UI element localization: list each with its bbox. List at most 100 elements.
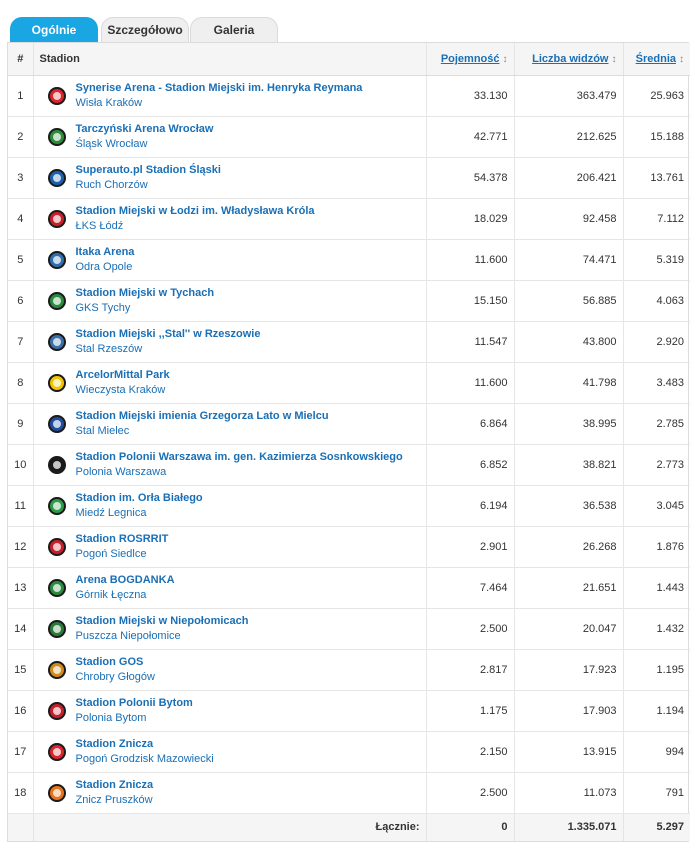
row-number: 6	[8, 280, 34, 322]
footer-total-spectators: 1.335.071	[514, 813, 624, 841]
row-spectators: 11.073	[514, 772, 624, 814]
stadium-link[interactable]: Arena BOGDANKA	[75, 573, 175, 586]
row-average: 3.045	[623, 485, 690, 527]
header-average[interactable]: Średnia ↕	[623, 43, 690, 76]
stadium-link[interactable]: Tarczyński Arena Wrocław	[75, 122, 214, 135]
stadium-link[interactable]: Stadion Znicza	[75, 778, 154, 791]
sort-average-link[interactable]: Średnia	[635, 52, 676, 65]
stadium-link[interactable]: Stadion Polonii Bytom	[75, 696, 193, 709]
gornik-leczna-crest-icon	[47, 578, 66, 597]
row-number: 7	[8, 321, 34, 363]
stadium-link[interactable]: Stadion Miejski w Łodzi im. Władysława K…	[75, 204, 315, 217]
row-number: 15	[8, 649, 34, 691]
tab-galeria[interactable]: Galeria	[190, 17, 278, 42]
row-capacity: 2.817	[426, 649, 515, 691]
stadium-link[interactable]: Stadion Miejski w Tychach	[75, 286, 215, 299]
row-stadium-cell: Stadion im. Orła Białego Miedź Legnica	[33, 485, 427, 527]
club-link[interactable]: ŁKS Łódź	[75, 219, 124, 232]
club-link[interactable]: Wieczysta Kraków	[75, 383, 166, 396]
club-link[interactable]: Znicz Pruszków	[75, 793, 153, 806]
row-stadium-cell: Stadion Miejski imienia Grzegorza Lato w…	[33, 403, 427, 445]
table-row: 17 Stadion Znicza Pogoń Grodzisk Mazowieck…	[8, 731, 690, 773]
row-spectators: 17.903	[514, 690, 624, 732]
tab-szczegolowo[interactable]: Szczegółowo	[101, 17, 189, 42]
row-spectators: 20.047	[514, 608, 624, 650]
club-link[interactable]: Pogoń Siedlce	[75, 547, 147, 560]
tab-ogolnie[interactable]: Ogólnie	[10, 17, 98, 42]
row-average: 13.761	[623, 157, 690, 199]
wisla-krakow-crest-icon	[47, 86, 66, 105]
stadium-link[interactable]: Stadion GOS	[75, 655, 144, 668]
row-spectators: 36.538	[514, 485, 624, 527]
row-capacity: 1.175	[426, 690, 515, 732]
row-stadium-cell: Synerise Arena - Stadion Miejski im. Hen…	[33, 75, 427, 117]
pogon-siedlce-crest-icon	[47, 537, 66, 556]
sort-spectators-link[interactable]: Liczba widzów	[532, 52, 609, 65]
table-row: 5 Itaka Arena Odra Opole 11.600 74.471 5.319	[8, 239, 690, 281]
row-average: 25.963	[623, 75, 690, 117]
club-link[interactable]: Pogoń Grodzisk Mazowiecki	[75, 752, 214, 765]
row-average: 1.194	[623, 690, 690, 732]
table-row: 2 Tarczyński Arena Wrocław Śląsk Wrocław 42…	[8, 116, 690, 158]
table-row: 4 Stadion Miejski w Łodzi im. Władysława …	[8, 198, 690, 240]
row-number: 5	[8, 239, 34, 281]
row-average: 791	[623, 772, 690, 814]
row-capacity: 2.150	[426, 731, 515, 773]
club-link[interactable]: Stal Mielec	[75, 424, 130, 437]
club-link[interactable]: Puszcza Niepołomice	[75, 629, 181, 642]
stadium-link[interactable]: Stadion Miejski ,,Stal'' w Rzeszowie	[75, 327, 261, 340]
stadium-link[interactable]: ArcelorMittal Park	[75, 368, 170, 381]
club-link[interactable]: Górnik Łęczna	[75, 588, 147, 601]
club-link[interactable]: Odra Opole	[75, 260, 133, 273]
club-link[interactable]: Ruch Chorzów	[75, 178, 148, 191]
row-stadium-cell: Arena BOGDANKA Górnik Łęczna	[33, 567, 427, 609]
polonia-warszawa-crest-icon	[47, 455, 66, 474]
stadium-link[interactable]: Stadion im. Orła Białego	[75, 491, 203, 504]
lks-lodz-crest-icon	[47, 209, 66, 228]
row-number: 13	[8, 567, 34, 609]
row-number: 1	[8, 75, 34, 117]
table-row: 18 Stadion Znicza Znicz Pruszków 2.500 11.07…	[8, 772, 690, 814]
slask-wroclaw-crest-icon	[47, 127, 66, 146]
club-link[interactable]: GKS Tychy	[75, 301, 131, 314]
stadium-link[interactable]: Itaka Arena	[75, 245, 135, 258]
row-capacity: 42.771	[426, 116, 515, 158]
row-number: 9	[8, 403, 34, 445]
tab-bar: Ogólnie Szczegółowo Galeria	[0, 0, 696, 42]
stadium-link[interactable]: Stadion Znicza	[75, 737, 154, 750]
row-capacity: 18.029	[426, 198, 515, 240]
table-row: 10 Stadion Polonii Warszawa im. gen. Kazi…	[8, 444, 690, 486]
club-link[interactable]: Śląsk Wrocław	[75, 137, 148, 150]
club-link[interactable]: Wisła Kraków	[75, 96, 143, 109]
row-spectators: 17.923	[514, 649, 624, 691]
row-stadium-cell: Tarczyński Arena Wrocław Śląsk Wrocław	[33, 116, 427, 158]
club-link[interactable]: Polonia Bytom	[75, 711, 147, 724]
header-spectators[interactable]: Liczba widzów ↕	[514, 43, 624, 76]
club-link[interactable]: Stal Rzeszów	[75, 342, 143, 355]
row-capacity: 11.547	[426, 321, 515, 363]
row-capacity: 2.901	[426, 526, 515, 568]
club-link[interactable]: Chrobry Głogów	[75, 670, 155, 683]
club-link[interactable]: Polonia Warszawa	[75, 465, 167, 478]
sort-capacity-link[interactable]: Pojemność	[440, 52, 500, 65]
stadium-link[interactable]: Stadion ROSRRIT	[75, 532, 169, 545]
row-spectators: 43.800	[514, 321, 624, 363]
row-capacity: 33.130	[426, 75, 515, 117]
stadium-link[interactable]: Synerise Arena - Stadion Miejski im. Hen…	[75, 81, 363, 94]
row-average: 1.443	[623, 567, 690, 609]
stadium-link[interactable]: Stadion Miejski w Niepołomicach	[75, 614, 249, 627]
row-average: 1.195	[623, 649, 690, 691]
table-row: 1 Synerise Arena - Stadion Miejski im. He…	[8, 75, 690, 117]
table-footer-row: Łącznie: 0 1.335.071 5.297	[8, 813, 690, 841]
stadium-link[interactable]: Stadion Miejski imienia Grzegorza Lato w…	[75, 409, 329, 422]
row-spectators: 26.268	[514, 526, 624, 568]
row-spectators: 38.995	[514, 403, 624, 445]
row-spectators: 56.885	[514, 280, 624, 322]
stadium-link[interactable]: Superauto.pl Stadion Śląski	[75, 163, 221, 176]
stadium-link[interactable]: Stadion Polonii Warszawa im. gen. Kazimi…	[75, 450, 403, 463]
header-capacity[interactable]: Pojemność ↕	[426, 43, 515, 76]
table-row: 9 Stadion Miejski imienia Grzegorza Lato …	[8, 403, 690, 445]
club-link[interactable]: Miedź Legnica	[75, 506, 147, 519]
row-average: 7.112	[623, 198, 690, 240]
table-row: 6 Stadion Miejski w Tychach GKS Tychy 15.15…	[8, 280, 690, 322]
